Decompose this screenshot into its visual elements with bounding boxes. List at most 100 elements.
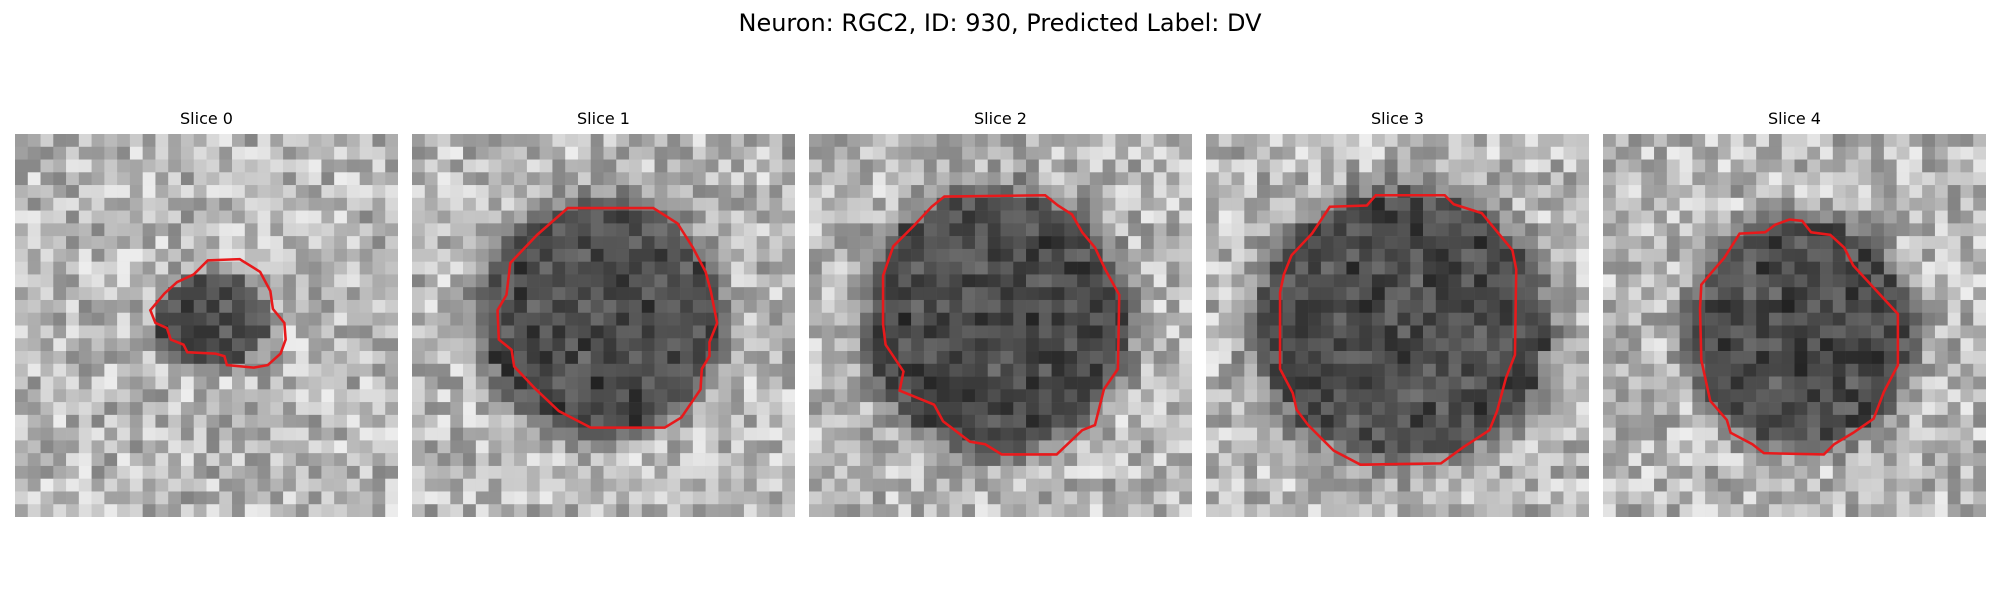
image-pixel [1038, 491, 1052, 505]
image-pixel [1807, 197, 1821, 211]
image-pixel [1000, 478, 1014, 492]
image-pixel [1051, 325, 1065, 339]
image-pixel [1973, 376, 1986, 390]
image-pixel [475, 223, 489, 237]
image-pixel [308, 185, 322, 199]
image-pixel [1166, 172, 1180, 186]
image-pixel [911, 453, 925, 467]
image-pixel [1615, 504, 1629, 517]
image-pixel [15, 185, 29, 199]
image-pixel [1295, 338, 1309, 352]
image-pixel [1000, 325, 1014, 339]
image-pixel [270, 427, 284, 441]
image-pixel [1743, 159, 1757, 173]
image-pixel [1064, 261, 1078, 275]
image-pixel [168, 440, 182, 454]
image-pixel [155, 504, 169, 517]
image-pixel [1537, 389, 1551, 403]
image-pixel [244, 146, 258, 160]
image-pixel [1474, 248, 1488, 262]
image-pixel [743, 134, 757, 148]
image-pixel [1051, 351, 1065, 365]
image-pixel [552, 440, 566, 454]
image-pixel [1231, 465, 1245, 479]
image-pixel [1153, 274, 1167, 288]
image-pixel [1845, 223, 1859, 237]
image-pixel [142, 363, 156, 377]
image-pixel [78, 146, 92, 160]
image-pixel [1115, 146, 1129, 160]
image-pixel [680, 453, 694, 467]
image-pixel [898, 338, 912, 352]
image-pixel [1845, 146, 1859, 160]
image-pixel [1512, 465, 1526, 479]
image-pixel [1858, 274, 1872, 288]
image-pixel [1423, 491, 1437, 505]
image-pixel [1820, 210, 1834, 224]
image-pixel [1371, 261, 1385, 275]
image-pixel [654, 134, 668, 148]
image-pixel [412, 312, 426, 326]
image-pixel [346, 159, 360, 173]
image-pixel [1423, 261, 1437, 275]
image-pixel [1550, 478, 1564, 492]
image-pixel [1563, 325, 1577, 339]
image-pixel [526, 325, 540, 339]
image-pixel [180, 465, 194, 479]
image-pixel [718, 376, 732, 390]
image-pixel [1308, 299, 1322, 313]
image-pixel [809, 478, 823, 492]
image-pixel [1922, 146, 1936, 160]
image-pixel [949, 402, 963, 416]
image-pixel [1768, 172, 1782, 186]
image-pixel [488, 440, 502, 454]
image-pixel [193, 414, 207, 428]
image-pixel [885, 363, 899, 377]
image-pixel [1781, 223, 1795, 237]
image-pixel [1153, 236, 1167, 250]
image-pixel [1512, 248, 1526, 262]
image-pixel [1603, 261, 1617, 275]
image-pixel [334, 261, 348, 275]
image-pixel [1537, 465, 1551, 479]
image-pixel [1922, 325, 1936, 339]
image-pixel [1947, 427, 1961, 441]
image-pixel [1743, 172, 1757, 186]
image-pixel [539, 146, 553, 160]
image-pixel [514, 465, 528, 479]
image-pixel [1768, 325, 1782, 339]
image-pixel [475, 146, 489, 160]
image-pixel [270, 261, 284, 275]
image-pixel [616, 287, 630, 301]
image-pixel [1166, 146, 1180, 160]
image-pixel [1537, 440, 1551, 454]
image-pixel [1641, 299, 1655, 313]
image-pixel [53, 325, 67, 339]
image-pixel [359, 299, 373, 313]
image-pixel [1550, 338, 1564, 352]
image-pixel [821, 312, 835, 326]
image-pixel [1947, 478, 1961, 492]
image-pixel [577, 363, 591, 377]
image-pixel [1947, 185, 1961, 199]
image-pixel [603, 376, 617, 390]
image-pixel [1474, 185, 1488, 199]
image-pixel [104, 453, 118, 467]
image-pixel [821, 338, 835, 352]
image-pixel [142, 325, 156, 339]
image-pixel [1909, 363, 1923, 377]
image-pixel [1563, 223, 1577, 237]
image-pixel [1089, 465, 1103, 479]
image-pixel [1115, 134, 1129, 148]
image-pixel [232, 197, 246, 211]
image-pixel [1115, 248, 1129, 262]
image-pixel [334, 465, 348, 479]
image-pixel [590, 453, 604, 467]
image-pixel [1166, 363, 1180, 377]
image-pixel [27, 491, 41, 505]
image-pixel [974, 248, 988, 262]
image-pixel [743, 210, 757, 224]
image-pixel [949, 325, 963, 339]
image-pixel [539, 134, 553, 148]
image-pixel [769, 363, 783, 377]
